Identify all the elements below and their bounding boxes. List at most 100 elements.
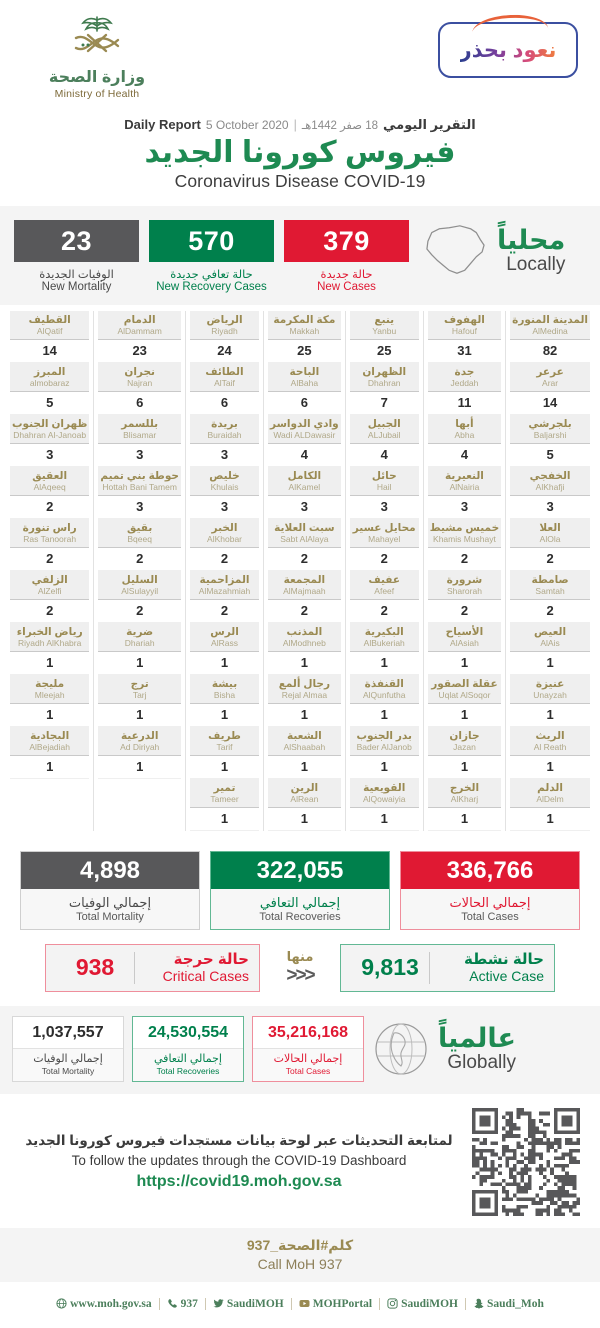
city-name-ar: النعيرية xyxy=(445,470,484,482)
city-name-en: Blisamar xyxy=(123,430,157,440)
social-link-label: SaudiMOH xyxy=(226,1297,284,1310)
city-name-en: AlBejadiah xyxy=(29,742,70,752)
city-name-ar: تمير xyxy=(213,782,236,794)
city-case-count: 82 xyxy=(510,340,590,363)
locally-new-band: محلياً Locally 379 حالة جديدة New Cases … xyxy=(0,206,600,305)
city-name-en: AlModhneb xyxy=(282,638,326,648)
total-cases-value: 336,766 xyxy=(401,852,579,889)
city-cell: بدر الجنوب Bader AlJanob 1 xyxy=(349,727,419,779)
city-name-en: AlMajmaah xyxy=(283,586,326,596)
city-name-en: AlZelfi xyxy=(37,586,62,596)
city-name-block: ضرية Dhariah xyxy=(98,623,181,652)
city-name-en: AlRass xyxy=(211,638,238,648)
city-case-count: 1 xyxy=(10,652,90,675)
city-cell: الطائف AlTaif 6 xyxy=(189,363,260,415)
city-cell: المزاحمية AlMazahmiah 2 xyxy=(189,571,260,623)
globally-heading-en: Globally xyxy=(447,1052,516,1074)
city-cell: الدمام AlDammam 23 xyxy=(98,311,181,363)
city-case-count: 1 xyxy=(10,704,90,727)
city-case-count: 3 xyxy=(10,444,90,467)
city-name-ar: حائل xyxy=(371,470,397,482)
total-cases-label-ar: إجمالي الحالات xyxy=(449,895,531,910)
social-link[interactable]: SaudiMOH xyxy=(380,1297,467,1310)
city-cell: الكامل AlKamel 3 xyxy=(268,467,341,519)
total-cases-label-en: Total Cases xyxy=(461,911,519,923)
city-name-ar: السليل xyxy=(121,574,158,586)
phone-icon xyxy=(167,1299,177,1309)
city-cell: الرياض Riyadh 24 xyxy=(189,311,260,363)
city-cell: تمير Tameer 1 xyxy=(189,779,260,831)
city-name-en: Hail xyxy=(376,482,392,492)
city-cell: ظهران الجنوب Dhahran Al-Janoab 3 xyxy=(10,415,90,467)
city-name-ar: بقيق xyxy=(127,522,153,534)
city-cell: العلا AlOla 2 xyxy=(510,519,590,571)
chevrons-left-icon: <<< xyxy=(286,964,315,986)
instagram-icon xyxy=(387,1298,398,1309)
city-name-ar: العقيق xyxy=(32,470,68,482)
social-link[interactable]: SaudiMOH xyxy=(206,1297,292,1310)
city-cell: الظهران Dhahran 7 xyxy=(349,363,419,415)
city-name-en: AlShaabah xyxy=(283,742,326,752)
city-case-count: 1 xyxy=(510,756,590,779)
city-name-en: AlAqeeq xyxy=(33,482,66,492)
city-name-en: Khulais xyxy=(210,482,239,492)
new-recovery-label-en: New Recovery Cases xyxy=(156,281,267,293)
city-case-count: 1 xyxy=(349,652,419,675)
social-link[interactable]: Saudi_Moh xyxy=(466,1298,551,1310)
city-name-block: العيص AlAis xyxy=(510,623,590,652)
city-name-block: القطيف AlQatif xyxy=(10,311,90,340)
city-case-count: 2 xyxy=(349,548,419,571)
city-name-ar: شرورة xyxy=(446,574,483,586)
city-name-ar: خميس مشيط xyxy=(429,522,500,534)
city-name-block: الأسياح AlAsiah xyxy=(427,623,502,652)
city-case-count: 4 xyxy=(268,444,341,467)
social-link-label: Saudi_Moh xyxy=(487,1297,544,1310)
city-name-en: AlDelm xyxy=(536,794,564,804)
city-cell: المبرز almobaraz 5 xyxy=(10,363,90,415)
city-name-ar: حوطة بني تميم xyxy=(100,470,179,482)
city-name-en: Riyadh xyxy=(211,326,238,336)
city-name-ar: وادي الدواسر xyxy=(270,418,339,430)
city-cell: القطيف AlQatif 14 xyxy=(10,311,90,363)
dashboard-url-link[interactable]: https://covid19.moh.gov.sa xyxy=(136,1172,342,1190)
city-case-count: 2 xyxy=(427,600,502,623)
report-title-block: Daily Report 5 October 2020 | 18 صفر 144… xyxy=(0,115,600,206)
city-column: الرياض Riyadh 24 الطائف AlTaif 6 بريدة Buraidah… xyxy=(184,311,263,831)
city-case-count: 24 xyxy=(189,340,260,363)
new-cases-card: 379 حالة جديدة New Cases xyxy=(284,220,409,293)
critical-cases-label-ar: حالة حرجة xyxy=(173,951,249,968)
city-cell: جدة Jeddah 11 xyxy=(427,363,502,415)
city-name-ar: محايل عسير xyxy=(352,522,416,534)
city-name-block: العقيق AlAqeeq xyxy=(10,467,90,496)
city-case-count: 1 xyxy=(427,756,502,779)
city-name-ar: الرين xyxy=(290,782,319,794)
social-link[interactable]: www.moh.gov.sa xyxy=(49,1297,160,1310)
city-name-block: حوطة بني تميم Hottah Bani Tamem xyxy=(98,467,181,496)
city-cell: البكيرية AlBukeriah 1 xyxy=(349,623,419,675)
moh-emblem-icon xyxy=(74,16,120,53)
city-name-block: الهفوف Hafouf xyxy=(427,311,502,340)
city-name-block: خليص Khulais xyxy=(189,467,260,496)
city-case-count: 1 xyxy=(427,704,502,727)
city-name-en: Makkah xyxy=(289,326,320,336)
city-case-count: 2 xyxy=(510,548,590,571)
city-name-ar: الخرج xyxy=(449,782,480,794)
new-recovery-label-ar: حالة تعافي جديدة xyxy=(170,269,253,281)
social-link[interactable]: 937 xyxy=(160,1297,206,1310)
social-link[interactable]: MOHPortal xyxy=(292,1297,381,1310)
city-cell: الخفجي AlKhafji 3 xyxy=(510,467,590,519)
city-name-block: الرياض Riyadh xyxy=(189,311,260,340)
city-case-count: 2 xyxy=(349,600,419,623)
city-name-block: رجال ألمع Rejal Almaa xyxy=(268,675,341,704)
local-totals-row: 336,766 إجمالي الحالات Total Cases 322,0… xyxy=(0,839,600,936)
dashboard-text: لمتابعة التحديثات عبر لوحة بيانات مستجدا… xyxy=(20,1133,458,1191)
city-case-count: 5 xyxy=(510,444,590,467)
minha-label-ar: منها xyxy=(286,948,314,964)
city-name-ar: بيشة xyxy=(211,678,238,690)
call-moh-en: Call MoH 937 xyxy=(257,1255,343,1272)
city-name-block: الدلم AlDelm xyxy=(510,779,590,808)
page-title-ar: فيروس كورونا الجديد xyxy=(144,136,456,169)
report-label-en: Daily Report xyxy=(124,117,201,132)
city-name-ar: المذنب xyxy=(286,626,323,638)
city-name-en: Khamis Mushayt xyxy=(433,534,496,544)
